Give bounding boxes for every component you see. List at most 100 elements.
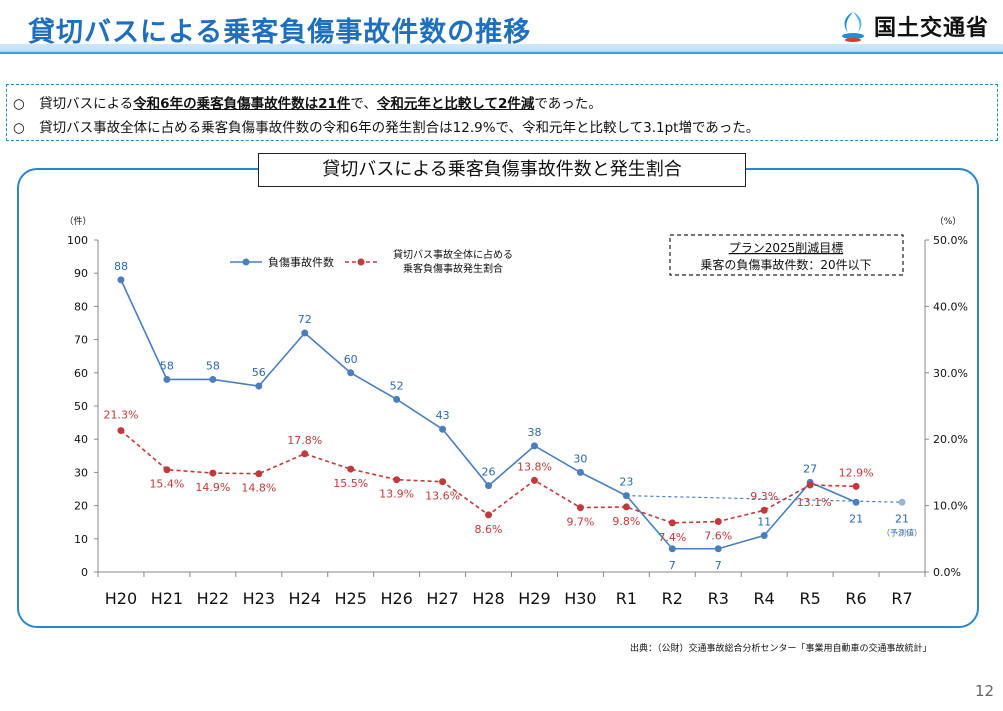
summary-line-1: ○ 貸切バスによる令和6年の乗客負傷事故件数は21件で、令和元年と比較して2件減… (13, 92, 602, 112)
y-right-tick-label: 40.0% (933, 300, 968, 313)
count-point (209, 375, 217, 383)
x-tick-label: R6 (845, 589, 866, 608)
bullet: ○ (13, 96, 25, 112)
rate-point (301, 450, 309, 458)
y-left-tick-label: 90 (74, 267, 88, 280)
rate-point (760, 506, 768, 514)
source-note: 出典：（公財）交通事故総合分析センター「事業用自動車の交通事故統計」 (630, 644, 932, 654)
summary-bold: 令和6年の乗客負傷事故件数は21件 (133, 96, 351, 112)
count-point (668, 545, 676, 553)
rate-point (622, 503, 630, 511)
count-point (760, 531, 768, 539)
y-left-tick-label: 70 (74, 334, 88, 347)
rate-data-label: 17.8% (287, 434, 322, 447)
rate-data-label: 15.4% (149, 478, 184, 491)
count-data-label: 26 (482, 466, 496, 479)
count-data-label: 56 (252, 366, 266, 379)
rate-data-label: 7.6% (704, 530, 732, 543)
x-tick-label: R4 (754, 589, 775, 608)
count-data-label: 7 (669, 559, 676, 572)
rate-point (209, 469, 217, 477)
rate-data-label: 9.8% (612, 515, 640, 528)
x-tick-label: H22 (197, 589, 229, 608)
rate-data-label: 9.7% (566, 516, 594, 529)
y-right-tick-label: 0.0% (933, 566, 961, 579)
rate-point (806, 481, 814, 489)
count-data-label: 7 (715, 559, 722, 572)
chart-title: 貸切バスによる乗客負傷事故件数と発生割合 (258, 153, 746, 187)
x-tick-label: H21 (151, 589, 183, 608)
rate-data-label: 7.4% (658, 531, 686, 544)
count-point (255, 382, 263, 390)
rate-point (576, 504, 584, 512)
rate-point (714, 518, 722, 526)
y-left-tick-label: 30 (74, 466, 88, 479)
legend-count-label: 負傷事故件数 (268, 255, 334, 269)
count-data-label: 58 (160, 359, 174, 372)
x-tick-label: R5 (799, 589, 820, 608)
rate-data-label: 13.6% (425, 490, 460, 503)
summary-line-2: ○ 貸切バス事故全体に占める乗客負傷事故件数の令和6年の発生割合は12.9%で、… (13, 116, 759, 136)
count-point (852, 498, 860, 506)
x-tick-label: H27 (426, 589, 458, 608)
count-data-label: 43 (436, 409, 450, 422)
logo-text: 国土交通省 (874, 16, 990, 41)
y-left-tick-label: 40 (74, 433, 88, 446)
y-right-tick-label: 10.0% (933, 500, 968, 513)
summary-bold: 令和元年と比較して2件減 (376, 96, 535, 112)
x-tick-label: H26 (380, 589, 412, 608)
rate-point (485, 511, 493, 519)
x-tick-label: R2 (662, 589, 683, 608)
rate-data-label: 13.9% (379, 488, 414, 501)
rate-data-label: 13.8% (517, 460, 552, 473)
y-right-tick-label: 50.0% (933, 234, 968, 247)
rate-point (393, 476, 401, 484)
rate-data-label: 14.8% (241, 482, 276, 495)
rate-point (347, 465, 355, 473)
bullet: ○ (13, 120, 25, 136)
x-tick-label: H24 (289, 589, 321, 608)
rate-point (852, 482, 860, 490)
count-point (530, 442, 538, 450)
page-title: 貸切バスによる乗客負傷事故件数の推移 (28, 17, 532, 48)
count-point (439, 425, 447, 433)
legend-count-marker (242, 258, 250, 266)
y-right-tick-label: 20.0% (933, 433, 968, 446)
count-data-label: 52 (390, 379, 404, 392)
rate-point (530, 476, 538, 484)
rate-data-label: 21.3% (103, 409, 138, 422)
count-data-label: 60 (344, 353, 358, 366)
legend-rate-label-1: 貸切バス事故全体に占める (393, 248, 513, 261)
rate-data-label: 15.5% (333, 477, 368, 490)
y-right-unit: （%） (935, 216, 962, 227)
y-right-tick-label: 30.0% (933, 367, 968, 380)
rate-data-label: 9.3% (750, 490, 778, 503)
count-point (576, 468, 584, 476)
count-data-label: 38 (527, 426, 541, 439)
rate-point (163, 466, 171, 474)
count-data-label: 30 (573, 452, 587, 465)
legend-rate-marker (357, 258, 365, 266)
x-tick-label: H25 (334, 589, 366, 608)
y-left-tick-label: 60 (74, 367, 88, 380)
forecast-data-label: 21 (895, 512, 909, 525)
summary-text: 貸切バスによる (39, 96, 134, 112)
count-point (485, 482, 493, 490)
y-left-tick-label: 0 (81, 566, 88, 579)
y-left-tick-label: 20 (74, 500, 88, 513)
count-data-label: 72 (298, 313, 312, 326)
y-left-tick-label: 50 (74, 400, 88, 413)
count-point (117, 276, 125, 284)
rate-data-label: 12.9% (839, 466, 874, 479)
count-data-label: 58 (206, 359, 220, 372)
count-point (301, 329, 309, 337)
x-tick-label: R3 (708, 589, 729, 608)
rate-point (255, 470, 263, 478)
count-series-line (120, 279, 857, 550)
target-box-line2: 乗客の負傷事故件数：20件以下 (700, 257, 871, 272)
page-number: 12 (975, 682, 995, 700)
count-point (163, 375, 171, 383)
legend-rate-label-2: 乗客負傷事故発生割合 (403, 262, 503, 275)
count-data-label: 21 (849, 512, 863, 525)
